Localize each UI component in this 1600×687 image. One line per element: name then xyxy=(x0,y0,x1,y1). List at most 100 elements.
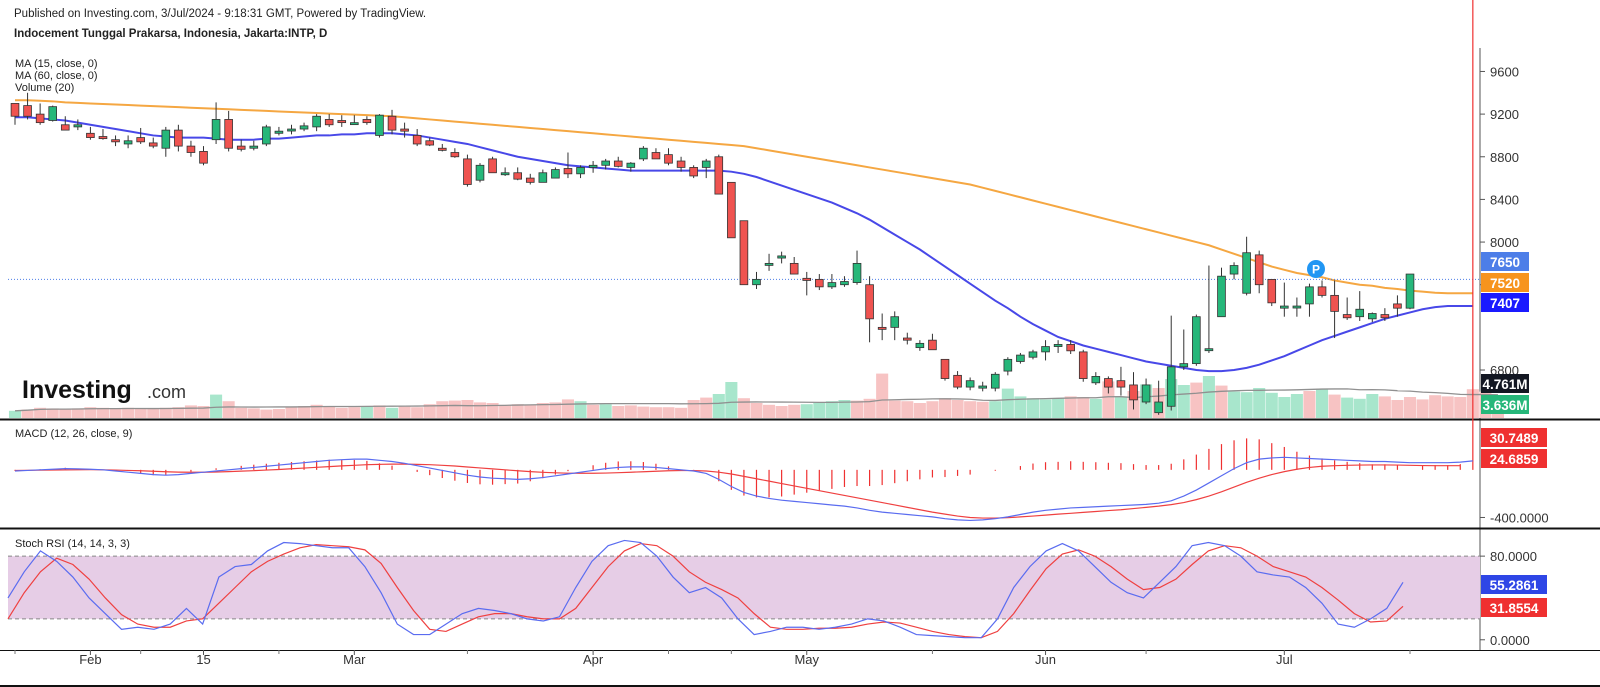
volume-bar xyxy=(1001,388,1014,418)
candle xyxy=(613,156,623,168)
candle xyxy=(1292,297,1302,317)
volume-badge-text: 3.636M xyxy=(1482,398,1527,413)
candle-body xyxy=(1154,401,1163,414)
candle xyxy=(626,162,636,172)
candle xyxy=(249,140,259,151)
candle xyxy=(86,126,95,140)
candle xyxy=(601,158,610,170)
candle-body xyxy=(1292,305,1302,309)
candle xyxy=(211,102,221,144)
candle-body xyxy=(337,120,347,124)
candle-body xyxy=(1003,358,1013,372)
macd-tick-label: -400.0000 xyxy=(1490,510,1549,525)
candle-body xyxy=(161,129,171,149)
volume-bar xyxy=(71,408,84,418)
price-tick-label: 9600 xyxy=(1490,64,1519,79)
volume-bar xyxy=(649,407,662,418)
candle-body xyxy=(1116,380,1126,388)
candle xyxy=(1317,280,1327,298)
investing-logo-suffix: .com xyxy=(147,382,186,402)
volume-bar xyxy=(1202,376,1215,418)
candle-body xyxy=(639,147,648,160)
candle-body xyxy=(689,167,698,177)
volume-bar xyxy=(499,404,512,418)
candle xyxy=(676,156,686,172)
candle xyxy=(1204,265,1214,353)
candle xyxy=(23,92,32,120)
volume-bar xyxy=(763,404,776,418)
stoch-d-badge: 31.8554 xyxy=(1481,598,1547,617)
time-tick-label: Jul xyxy=(1276,652,1293,667)
volume-bar xyxy=(1454,397,1467,418)
candle xyxy=(387,109,397,135)
volume-bar xyxy=(1441,396,1454,418)
candle xyxy=(1368,312,1377,323)
indicator-legend: Volume (20) xyxy=(15,82,74,94)
candle xyxy=(865,276,874,343)
volume-bar xyxy=(147,409,160,418)
candle xyxy=(1016,352,1025,364)
volume-bar xyxy=(1303,391,1316,418)
volume-bar xyxy=(876,373,889,418)
candle xyxy=(1116,366,1126,396)
ma15-badge-text: 7407 xyxy=(1490,296,1520,311)
candle xyxy=(463,154,472,187)
volume-ma-badge: 4.761M xyxy=(1481,374,1529,393)
candle xyxy=(438,143,447,152)
last-price-badge-bg xyxy=(1481,252,1529,271)
candle-body xyxy=(1368,313,1377,320)
volume-bar xyxy=(989,401,1002,418)
candle-body xyxy=(450,152,460,158)
candle xyxy=(350,115,359,126)
candle-body xyxy=(1016,354,1025,362)
candle-body xyxy=(551,169,560,179)
volume-bar xyxy=(587,404,600,418)
volume-badge-bg xyxy=(1481,395,1529,414)
candle-body xyxy=(953,374,962,388)
candle xyxy=(727,181,736,239)
volume-bar xyxy=(850,400,864,418)
volume-bar xyxy=(247,408,260,418)
volume-bar xyxy=(473,402,487,418)
ma60-badge: 7520 xyxy=(1481,273,1529,292)
candle-body xyxy=(387,115,397,131)
volume-bar xyxy=(260,409,273,418)
candle xyxy=(802,271,812,296)
candle xyxy=(400,122,409,138)
candle-body xyxy=(915,342,925,349)
volume-bar xyxy=(599,404,612,418)
last-price-badge: 7650 xyxy=(1481,252,1529,271)
volume-bar xyxy=(1265,392,1278,418)
candle-body xyxy=(1204,348,1214,352)
candle-body xyxy=(513,172,522,180)
volume-bar xyxy=(888,400,901,418)
candle-body xyxy=(60,124,70,131)
candle-body xyxy=(1405,273,1415,309)
volume-bar xyxy=(750,403,763,418)
published-note: Published on Investing.com, 3/Jul/2024 -… xyxy=(14,8,427,20)
candle-body xyxy=(601,160,610,166)
time-tick-label: 15 xyxy=(196,652,210,667)
candle xyxy=(450,148,460,158)
candle xyxy=(525,173,535,185)
candle-body xyxy=(978,385,987,389)
candle-body xyxy=(852,262,862,283)
candle xyxy=(488,156,497,174)
candle xyxy=(136,127,145,144)
volume-bar xyxy=(335,407,348,418)
candle xyxy=(764,253,774,271)
volume-bar xyxy=(1278,397,1291,418)
candle-body xyxy=(1129,384,1138,401)
candle-body xyxy=(1242,252,1251,294)
stoch-k-badge-text: 55.2861 xyxy=(1490,578,1539,593)
candle xyxy=(1179,329,1189,371)
candle xyxy=(1242,236,1251,296)
volume-bar xyxy=(775,406,788,418)
candle xyxy=(1217,267,1226,318)
candle xyxy=(1393,295,1402,317)
stoch-band xyxy=(8,556,1480,619)
volume-bar xyxy=(549,402,562,418)
candle-body xyxy=(1192,316,1201,365)
ma15-line xyxy=(15,116,1473,373)
